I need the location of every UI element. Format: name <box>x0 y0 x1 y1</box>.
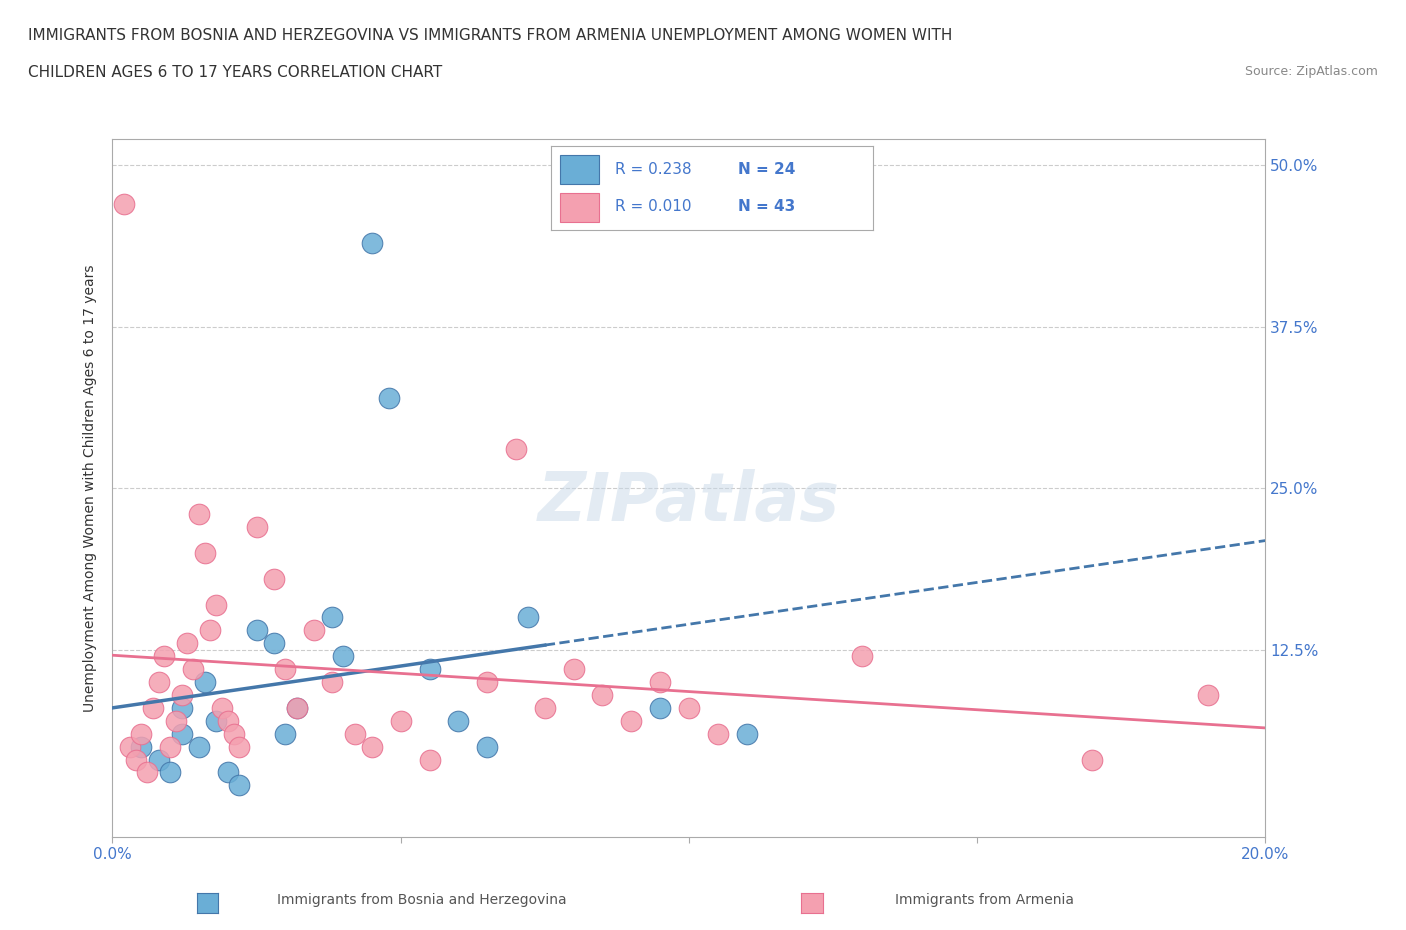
Immigrants from Armenia <box>176 636 198 651</box>
Immigrants from Bosnia and Herzegovina <box>321 610 343 625</box>
Immigrants from Bosnia and Herzegovina <box>170 700 193 715</box>
Immigrants from Armenia <box>285 700 308 715</box>
Immigrants from Bosnia and Herzegovina <box>419 661 441 676</box>
Immigrants from Armenia <box>706 726 728 741</box>
Immigrants from Bosnia and Herzegovina <box>332 649 354 664</box>
Immigrants from Armenia <box>153 649 176 664</box>
Immigrants from Armenia <box>592 687 614 702</box>
Immigrants from Armenia <box>217 713 239 728</box>
Immigrants from Bosnia and Herzegovina <box>360 235 382 250</box>
Immigrants from Bosnia and Herzegovina <box>188 739 211 754</box>
Immigrants from Armenia <box>343 726 366 741</box>
Immigrants from Armenia <box>678 700 700 715</box>
Immigrants from Armenia <box>263 571 285 586</box>
Immigrants from Armenia <box>200 623 222 638</box>
Immigrants from Armenia <box>124 752 146 767</box>
Immigrants from Armenia <box>419 752 441 767</box>
Text: IMMIGRANTS FROM BOSNIA AND HERZEGOVINA VS IMMIGRANTS FROM ARMENIA UNEMPLOYMENT A: IMMIGRANTS FROM BOSNIA AND HERZEGOVINA V… <box>28 28 952 43</box>
Immigrants from Armenia <box>648 674 672 689</box>
Immigrants from Armenia <box>159 739 181 754</box>
Immigrants from Armenia <box>533 700 555 715</box>
Immigrants from Bosnia and Herzegovina <box>245 623 267 638</box>
Immigrants from Armenia <box>851 649 873 664</box>
Text: N = 24: N = 24 <box>738 163 796 178</box>
Immigrants from Bosnia and Herzegovina <box>205 713 228 728</box>
Immigrants from Armenia <box>228 739 250 754</box>
Immigrants from Bosnia and Herzegovina <box>285 700 308 715</box>
Immigrants from Armenia <box>118 739 141 754</box>
Immigrants from Armenia <box>304 623 326 638</box>
Immigrants from Armenia <box>194 545 217 560</box>
Immigrants from Armenia <box>389 713 412 728</box>
Immigrants from Armenia <box>181 661 204 676</box>
Immigrants from Bosnia and Herzegovina <box>475 739 498 754</box>
Immigrants from Bosnia and Herzegovina <box>378 391 401 405</box>
Immigrants from Armenia <box>129 726 153 741</box>
Immigrants from Bosnia and Herzegovina <box>159 765 181 780</box>
Immigrants from Armenia <box>321 674 343 689</box>
Immigrants from Bosnia and Herzegovina <box>516 610 538 625</box>
Immigrants from Bosnia and Herzegovina <box>129 739 153 754</box>
Immigrants from Bosnia and Herzegovina <box>648 700 672 715</box>
Immigrants from Armenia <box>142 700 165 715</box>
Immigrants from Armenia <box>274 661 297 676</box>
Text: Immigrants from Armenia: Immigrants from Armenia <box>894 893 1074 907</box>
Immigrants from Armenia <box>211 700 233 715</box>
Text: Immigrants from Bosnia and Herzegovina: Immigrants from Bosnia and Herzegovina <box>277 893 567 907</box>
Text: N = 43: N = 43 <box>738 199 794 214</box>
Y-axis label: Unemployment Among Women with Children Ages 6 to 17 years: Unemployment Among Women with Children A… <box>83 264 97 712</box>
Immigrants from Bosnia and Herzegovina <box>228 777 250 792</box>
Immigrants from Armenia <box>148 674 170 689</box>
Immigrants from Bosnia and Herzegovina <box>148 752 170 767</box>
Immigrants from Armenia <box>165 713 187 728</box>
Immigrants from Bosnia and Herzegovina <box>263 636 285 651</box>
Immigrants from Armenia <box>245 520 267 535</box>
Immigrants from Armenia <box>1081 752 1104 767</box>
Immigrants from Bosnia and Herzegovina <box>170 726 193 741</box>
FancyBboxPatch shape <box>560 193 599 222</box>
Immigrants from Bosnia and Herzegovina <box>217 765 239 780</box>
Immigrants from Armenia <box>112 196 135 211</box>
Text: R = 0.010: R = 0.010 <box>616 199 692 214</box>
Immigrants from Armenia <box>360 739 382 754</box>
Immigrants from Armenia <box>170 687 193 702</box>
Text: R = 0.238: R = 0.238 <box>616 163 692 178</box>
Immigrants from Armenia <box>136 765 159 780</box>
Text: Source: ZipAtlas.com: Source: ZipAtlas.com <box>1244 65 1378 78</box>
Immigrants from Armenia <box>188 507 211 522</box>
Immigrants from Armenia <box>1197 687 1219 702</box>
Immigrants from Armenia <box>475 674 498 689</box>
Immigrants from Armenia <box>222 726 245 741</box>
Immigrants from Armenia <box>562 661 585 676</box>
Immigrants from Bosnia and Herzegovina <box>735 726 758 741</box>
Text: ZIPatlas: ZIPatlas <box>538 470 839 535</box>
Immigrants from Bosnia and Herzegovina <box>194 674 217 689</box>
Immigrants from Bosnia and Herzegovina <box>447 713 470 728</box>
Immigrants from Armenia <box>505 442 527 457</box>
Immigrants from Armenia <box>620 713 643 728</box>
Immigrants from Bosnia and Herzegovina <box>274 726 297 741</box>
FancyBboxPatch shape <box>560 155 599 184</box>
Text: CHILDREN AGES 6 TO 17 YEARS CORRELATION CHART: CHILDREN AGES 6 TO 17 YEARS CORRELATION … <box>28 65 443 80</box>
Immigrants from Armenia <box>205 597 228 612</box>
